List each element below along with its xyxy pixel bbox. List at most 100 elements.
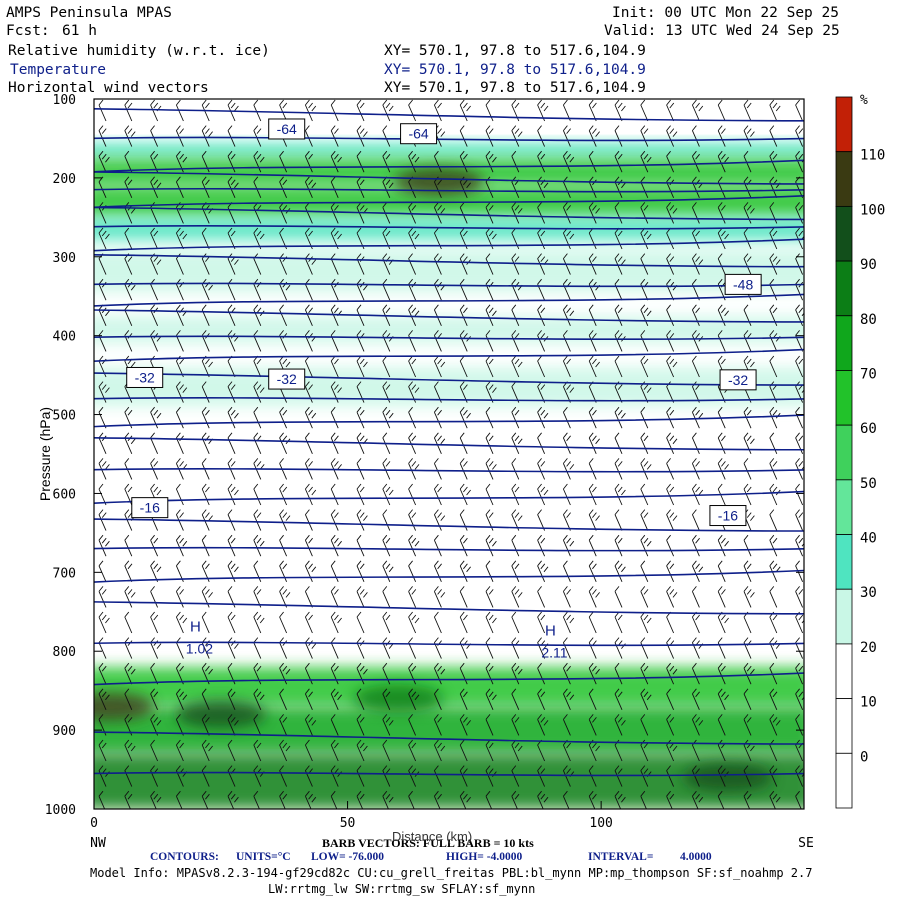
wind-barb [304,637,317,659]
y-tick-label: 900 [53,724,76,739]
wind-barb [382,278,391,301]
wind-barb [150,458,159,480]
wind-barb [124,432,136,454]
wind-barb [485,637,494,659]
wind-barb [150,432,159,454]
contour-label: -48 [724,273,762,295]
wind-barb [614,637,626,659]
wind-barb [717,534,729,557]
wind-barb [743,99,752,122]
wind-barb [666,611,675,634]
wind-barb [562,253,571,275]
wind-barb [98,586,107,608]
contour-label-text: -16 [140,500,160,516]
colorbar-label: 110 [860,148,885,164]
colorbar: 0 10 20 30 40 50 60 70 80 90 100 110% [835,93,885,809]
wind-barb [382,99,394,122]
wind-barb [201,790,210,809]
wind-barb [537,483,549,506]
wind-barb [124,304,133,326]
wind-barb [356,202,368,224]
wind-barb [98,662,107,685]
wind-barb [279,509,291,531]
wind-barb [175,330,184,352]
wind-barb [408,458,420,480]
wind-barb [253,432,262,454]
y-tick-label: 700 [53,566,76,581]
wind-barb [743,714,752,736]
init-time: Init: 00 UTC Mon 22 Sep 25 [612,5,839,21]
field-rh-name: Relative humidity (w.r.t. ice) [8,43,270,59]
wind-barb [124,586,136,608]
wind-barb [279,586,291,608]
wind-barb [743,458,752,480]
wind-barb [614,99,626,122]
wind-barb [201,714,210,736]
wind-barb [201,662,213,685]
wind-barb [279,790,288,809]
wind-barb [769,790,781,809]
wind-barb [304,688,313,710]
wind-barb [640,227,652,250]
wind-barb [511,458,520,480]
forecast-hours: 61 h [62,23,97,39]
wind-barb [150,586,159,608]
wind-barb [691,688,700,710]
contour-label: -16 [709,505,747,527]
wind-barb [330,714,339,736]
wind-barb [459,150,468,173]
wind-barb [562,150,575,173]
wind-barb [356,278,368,301]
wind-barb [666,355,678,378]
isotherm [94,771,804,777]
wind-barb [537,611,546,634]
wind-barb [330,483,339,506]
colorbar-segment [835,752,853,809]
contour-label-box [268,118,306,140]
wind-barb [588,611,597,634]
wind-barb [459,458,468,480]
wind-barb [485,406,494,429]
wind-barb [227,534,236,557]
wind-barb [588,637,597,659]
wind-barb [201,534,210,557]
wind-barb [382,253,394,275]
wind-barb [279,534,288,557]
wind-barb [459,509,468,531]
wind-barb [98,560,107,582]
wind-barb [304,790,317,809]
wind-barb [640,662,649,685]
wind-barb [666,304,675,326]
wind-barb [614,714,626,736]
contour-label-box [268,368,306,390]
wind-barb [253,560,262,582]
wind-barb [227,176,239,198]
wind-barb [124,637,133,659]
wind-barb [614,355,623,378]
wind-barb [382,509,391,531]
wind-barb [175,304,188,326]
wind-barb [201,483,210,506]
high-value: 2.11 [541,644,567,660]
wind-barb [666,125,678,147]
wind-barb [795,586,804,608]
wind-barb [640,406,649,429]
wind-barb [330,534,342,557]
wind-barb [356,99,365,122]
wind-barb [382,150,391,173]
wind-barb [304,483,317,506]
wind-barb [614,688,623,710]
wind-barb [459,790,471,809]
wind-barb [279,150,288,173]
wind-barb [175,227,188,250]
wind-barb [253,765,265,787]
wind-barb [356,381,365,403]
wind-barb [253,330,262,352]
wind-barb [124,662,136,685]
wind-barb [304,662,313,685]
wind-barb [330,150,342,173]
wind-barb [691,406,704,429]
wind-barb [795,714,804,736]
wind-barb [485,688,497,710]
wind-barb [279,688,288,710]
